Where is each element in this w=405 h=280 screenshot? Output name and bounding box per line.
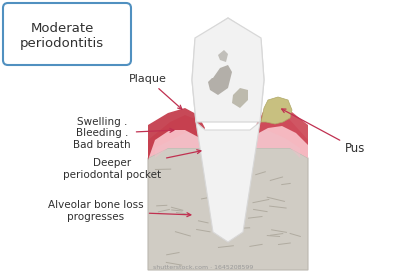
Polygon shape — [250, 128, 299, 270]
Polygon shape — [249, 112, 307, 270]
Polygon shape — [207, 65, 231, 95]
Polygon shape — [231, 88, 247, 108]
Polygon shape — [148, 108, 205, 160]
Polygon shape — [260, 97, 291, 124]
Text: Alveolar bone loss
progresses: Alveolar bone loss progresses — [48, 200, 190, 222]
Text: shutterstock.com · 1645208599: shutterstock.com · 1645208599 — [152, 265, 253, 270]
Polygon shape — [196, 122, 259, 242]
Text: Deeper
periodontal pocket: Deeper periodontal pocket — [63, 150, 200, 180]
Text: Moderate
periodontitis: Moderate periodontitis — [20, 22, 104, 50]
Polygon shape — [148, 115, 209, 270]
Polygon shape — [254, 107, 307, 155]
FancyBboxPatch shape — [3, 3, 131, 65]
Polygon shape — [192, 18, 263, 122]
Polygon shape — [148, 148, 307, 270]
Polygon shape — [192, 18, 263, 122]
Text: Swelling .
Bleeding .
Bad breath: Swelling . Bleeding . Bad breath — [73, 117, 173, 150]
Text: Plaque: Plaque — [129, 74, 181, 109]
Text: Pus: Pus — [281, 109, 364, 155]
Polygon shape — [200, 135, 228, 242]
Polygon shape — [228, 135, 256, 242]
Polygon shape — [155, 128, 209, 270]
Polygon shape — [217, 50, 228, 62]
